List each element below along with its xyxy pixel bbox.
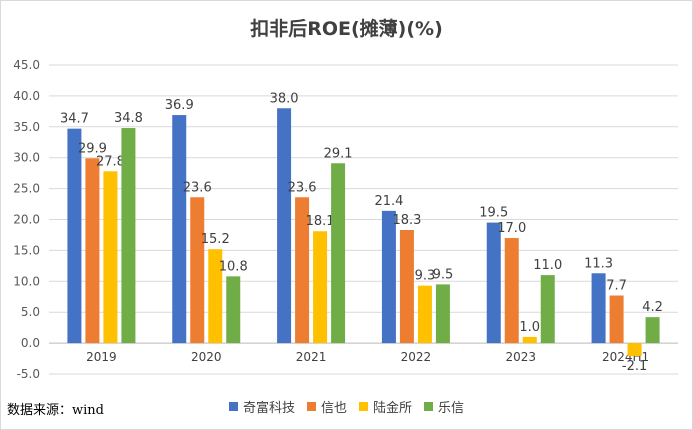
chart-legend: 奇富科技 信也 陆金所 乐信 xyxy=(0,397,693,416)
bar xyxy=(591,273,606,344)
data-label: -2.1 xyxy=(622,359,647,374)
x-tick-label: 2019 xyxy=(86,350,117,364)
data-label: 23.6 xyxy=(288,180,317,195)
data-label: 9.3 xyxy=(415,269,436,284)
data-label: 4.2 xyxy=(642,300,663,315)
bar xyxy=(295,197,310,344)
bar xyxy=(381,210,396,344)
bar xyxy=(208,249,223,344)
data-label: 10.8 xyxy=(219,259,248,274)
bar xyxy=(609,295,624,344)
legend-label: 奇富科技 xyxy=(242,401,295,416)
bar xyxy=(645,317,660,344)
data-label: 17.0 xyxy=(497,221,526,236)
bar xyxy=(85,158,100,344)
data-label: 18.3 xyxy=(392,213,421,228)
data-label: 29.9 xyxy=(78,141,107,156)
y-tick-label: -5.0 xyxy=(17,367,40,381)
data-label: 1.0 xyxy=(519,320,540,335)
y-tick-label: 30.0 xyxy=(13,151,40,165)
bar xyxy=(313,231,328,344)
legend-label: 陆金所 xyxy=(373,401,413,416)
data-label: 34.7 xyxy=(60,112,89,127)
y-tick-label: 35.0 xyxy=(13,120,40,134)
bar xyxy=(103,171,118,344)
data-label: 34.8 xyxy=(114,111,143,126)
x-tick-label: 2023 xyxy=(505,350,536,364)
legend-label: 乐信 xyxy=(438,401,465,416)
x-tick-label: 2021 xyxy=(296,350,327,364)
legend-item: 信也 xyxy=(306,397,347,416)
bar xyxy=(226,276,241,344)
bar xyxy=(486,222,501,344)
bar xyxy=(504,238,519,344)
bar xyxy=(435,284,450,344)
data-label: 36.9 xyxy=(165,98,194,113)
y-tick-label: 15.0 xyxy=(13,243,40,257)
legend-item: 陆金所 xyxy=(359,397,412,416)
data-label: 21.4 xyxy=(374,194,403,209)
legend-swatch xyxy=(424,402,434,411)
legend-label: 信也 xyxy=(320,401,347,416)
bar xyxy=(277,108,292,344)
chart-title: 扣非后ROE(摊薄)(%) xyxy=(250,18,443,40)
data-label: 11.3 xyxy=(584,256,613,271)
legend-item: 乐信 xyxy=(424,397,464,416)
bar xyxy=(121,128,136,344)
data-label: 7.7 xyxy=(606,279,627,294)
data-label: 23.6 xyxy=(183,180,212,195)
data-label: 19.5 xyxy=(479,206,508,221)
x-tick-label: 2020 xyxy=(191,350,222,364)
data-label: 38.0 xyxy=(270,91,299,106)
legend-item: 奇富科技 xyxy=(228,397,295,416)
y-tick-label: 0.0 xyxy=(21,336,40,350)
y-tick-label: 45.0 xyxy=(13,58,40,72)
data-label: 11.0 xyxy=(533,258,562,273)
bar xyxy=(331,163,346,344)
bar xyxy=(67,128,82,344)
source-note: 数据来源：wind xyxy=(7,403,104,418)
y-tick-label: 5.0 xyxy=(21,305,40,319)
legend-swatch xyxy=(228,402,238,411)
data-label: 27.8 xyxy=(96,154,125,169)
y-tick-label: 10.0 xyxy=(13,274,40,288)
y-tick-label: 40.0 xyxy=(13,89,40,103)
legend-swatch xyxy=(306,402,316,411)
bar xyxy=(190,197,205,344)
data-label: 29.1 xyxy=(324,146,353,161)
data-label: 18.1 xyxy=(306,214,335,229)
bar xyxy=(522,336,537,344)
bar xyxy=(417,285,432,344)
bar xyxy=(540,275,555,344)
bar xyxy=(627,343,642,357)
data-label: 15.2 xyxy=(201,232,230,247)
bar xyxy=(399,230,414,344)
y-tick-label: 20.0 xyxy=(13,213,40,227)
x-tick-label: 2022 xyxy=(401,350,432,364)
data-label: 9.5 xyxy=(433,267,454,282)
y-tick-label: 25.0 xyxy=(13,182,40,196)
bar xyxy=(172,115,187,344)
legend-swatch xyxy=(359,402,368,411)
